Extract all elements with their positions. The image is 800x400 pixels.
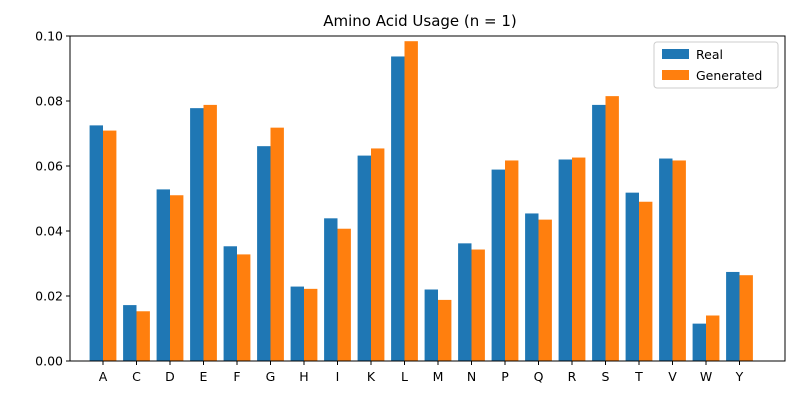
y-tick-label: 0.10	[35, 29, 63, 44]
bar-real-A	[89, 125, 103, 361]
y-axis: 0.00 0.02 0.04 0.06 0.08 0.10	[35, 29, 70, 369]
bar-generated-N	[471, 249, 485, 361]
legend: Real Generated	[653, 41, 779, 89]
x-tick-label: K	[367, 369, 376, 384]
bar-real-S	[592, 104, 606, 362]
x-tick-label: N	[467, 369, 476, 384]
x-tick-label: Y	[735, 369, 744, 384]
bar-real-C	[123, 305, 137, 361]
x-tick-label: H	[299, 369, 308, 384]
bar-real-M	[424, 289, 438, 361]
bar-real-Y	[726, 271, 740, 361]
bar-generated-P	[505, 160, 519, 361]
bar-generated-A	[103, 130, 117, 361]
bar-generated-T	[639, 201, 653, 361]
y-tick-label: 0.08	[35, 94, 63, 109]
bar-generated-D	[170, 195, 184, 361]
x-tick-label: W	[700, 369, 712, 384]
x-tick-label: R	[568, 369, 577, 384]
x-tick-label: S	[602, 369, 610, 384]
x-tick-label: T	[634, 369, 643, 384]
x-tick-label: G	[266, 369, 276, 384]
legend-label-real: Real	[696, 47, 723, 62]
bar-generated-V	[672, 160, 686, 361]
bar-generated-Q	[538, 219, 552, 361]
legend-swatch-generated	[662, 70, 689, 80]
bar-real-E	[190, 108, 204, 362]
x-tick-label: F	[233, 369, 240, 384]
bar-generated-W	[706, 315, 720, 361]
x-tick-label: D	[165, 369, 175, 384]
x-tick-label: V	[668, 369, 677, 384]
bar-generated-K	[371, 148, 385, 361]
bar-generated-E	[203, 104, 217, 362]
bar-generated-I	[337, 228, 351, 361]
bar-generated-M	[438, 299, 452, 361]
x-tick-label: C	[132, 369, 141, 384]
bar-generated-R	[572, 157, 586, 361]
legend-swatch-real	[662, 49, 689, 59]
bar-real-F	[223, 246, 237, 361]
bar-real-P	[491, 169, 505, 361]
x-tick-label: M	[433, 369, 444, 384]
bar-generated-Y	[739, 275, 753, 361]
bar-real-Q	[525, 213, 539, 361]
bar-generated-C	[136, 311, 150, 361]
bar-real-I	[324, 218, 338, 361]
bar-real-H	[290, 286, 304, 361]
x-tick-label: Q	[534, 369, 544, 384]
x-tick-label: L	[401, 369, 408, 384]
y-tick-label: 0.02	[35, 289, 63, 304]
bar-generated-F	[237, 254, 251, 361]
x-tick-label: E	[200, 369, 208, 384]
y-tick-label: 0.06	[35, 159, 63, 174]
bar-real-W	[692, 323, 706, 362]
bar-real-G	[257, 146, 271, 361]
plot-frame	[69, 35, 786, 362]
x-tick-label: P	[501, 369, 509, 384]
x-tick-label: I	[336, 369, 340, 384]
y-tick-label: 0.00	[35, 354, 63, 369]
bar-real-T	[625, 192, 639, 361]
bar-generated-L	[404, 41, 418, 361]
bar-real-R	[558, 159, 572, 361]
bar-generated-H	[304, 288, 318, 361]
bar-real-K	[357, 155, 371, 361]
bar-generated-G	[270, 127, 284, 362]
x-tick-label: A	[99, 369, 108, 384]
chart-title: Amino Acid Usage (n = 1)	[323, 12, 517, 30]
bar-real-N	[458, 243, 472, 361]
bars-group	[89, 41, 753, 362]
bar-real-V	[659, 158, 673, 361]
bar-generated-S	[605, 96, 619, 362]
legend-label-generated: Generated	[696, 68, 762, 83]
bar-real-L	[391, 56, 405, 361]
bar-real-D	[156, 189, 170, 361]
y-tick-label: 0.04	[35, 224, 63, 239]
